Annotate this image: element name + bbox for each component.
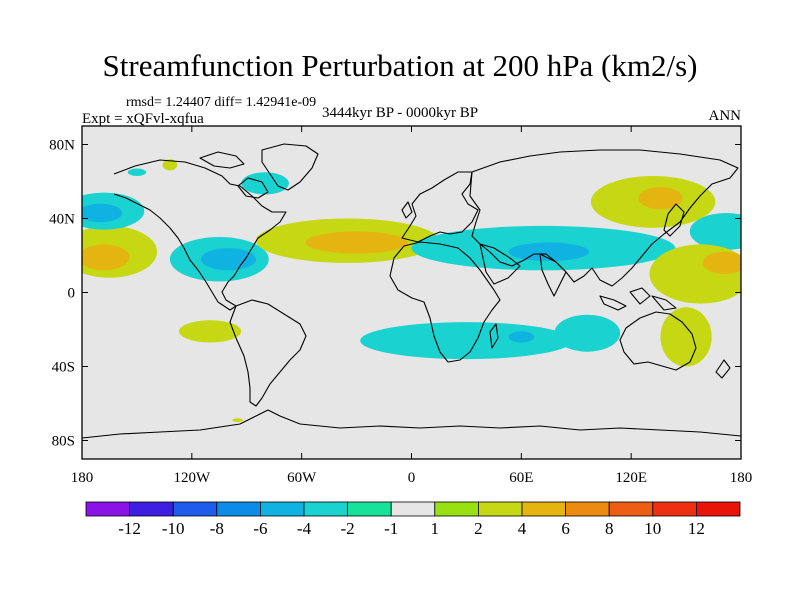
coastline-hudson-bay — [237, 177, 269, 199]
lat-tick-label: 40N — [49, 212, 75, 228]
legend-tick-label: 10 — [644, 519, 661, 538]
lon-tick-label: 60E — [509, 470, 533, 486]
negative-anomaly-region — [554, 314, 621, 352]
contour-fields — [82, 159, 741, 422]
experiment-label: Expt = xQFvl-xqfua — [82, 111, 204, 127]
legend-color-box — [652, 501, 697, 517]
coastline-british-isles — [401, 201, 413, 219]
positive-anomaly-region — [162, 159, 178, 171]
negative-anomaly-region — [508, 331, 535, 343]
positive-anomaly-region — [305, 231, 408, 254]
positive-anomaly-region — [232, 418, 244, 422]
lon-tick-label: 60W — [287, 470, 317, 486]
coastline-japan — [663, 203, 685, 237]
legend-color-box — [521, 501, 566, 517]
lon-tick-label: 180 — [71, 470, 94, 486]
lat-tick-label: 80N — [49, 138, 75, 154]
lon-tick-label: 180 — [730, 470, 753, 486]
positive-anomaly-region — [638, 187, 683, 210]
positive-anomaly-region — [660, 307, 712, 367]
legend-color-box — [129, 501, 174, 517]
negative-anomaly-region — [200, 248, 256, 271]
coastline-greenland — [261, 143, 319, 191]
coastline-antarctica — [82, 409, 741, 439]
legend-tick-label: 8 — [605, 519, 614, 538]
legend-tick-label: -12 — [118, 519, 141, 538]
axis-ticks: 180 120W 60W 0 60E 120E 180 80N 40N 0 40S 80S — [49, 126, 752, 486]
legend-color-box — [477, 501, 523, 517]
legend-tick-label: 6 — [561, 519, 570, 538]
coastline-arabia — [479, 243, 521, 285]
legend-color-box — [696, 501, 741, 517]
period-label: 3444kyr BP - 0000kyr BP — [322, 105, 479, 121]
coastline-madagascar — [489, 323, 499, 349]
negative-anomaly-region — [360, 322, 573, 360]
legend-color-box — [347, 501, 392, 517]
legend-color-box — [608, 501, 654, 517]
legend-tick-label: -2 — [341, 519, 355, 538]
legend-tick-label: -8 — [210, 519, 224, 538]
legend-tick-label: -6 — [253, 519, 267, 538]
legend-tick-label: -1 — [384, 519, 398, 538]
lon-tick-label: 0 — [408, 470, 416, 486]
positive-anomaly-region — [179, 320, 242, 343]
lon-tick-label: 120E — [615, 470, 647, 486]
coastline-europe — [401, 171, 479, 243]
coastline-arctic-islands — [199, 151, 245, 169]
legend-tick-label: 12 — [688, 519, 705, 538]
lat-tick-label: 40S — [52, 360, 75, 376]
legend-color-box — [434, 501, 479, 517]
legend-tick-label: -4 — [297, 519, 312, 538]
season-label: ANN — [708, 108, 742, 124]
legend-color-box — [216, 501, 261, 517]
legend-tick-label: 4 — [518, 519, 527, 538]
negative-anomaly-region — [241, 172, 289, 195]
legend-color-box — [85, 501, 130, 517]
coastline-asia — [469, 149, 739, 287]
positive-anomaly-region — [82, 244, 130, 271]
lon-tick-label: 120W — [173, 470, 211, 486]
coastline-indonesia — [599, 287, 677, 311]
negative-anomaly-region — [689, 212, 741, 250]
negative-anomaly-region — [82, 203, 123, 223]
legend-tick-label: 1 — [431, 519, 440, 538]
legend-tick-label: 2 — [474, 519, 483, 538]
coastline-new-zealand — [715, 359, 731, 379]
negative-anomaly-region — [127, 168, 147, 176]
coastline-africa — [389, 241, 501, 363]
coastline-india — [539, 253, 567, 297]
negative-anomaly-region — [508, 242, 590, 262]
lat-tick-label: 80S — [52, 434, 75, 450]
rmsd-stats: rmsd= 1.24407 diff= 1.42941e-09 — [126, 95, 317, 110]
lat-tick-label: 0 — [68, 286, 76, 302]
positive-anomaly-region — [702, 251, 741, 274]
legend-color-box — [565, 501, 610, 517]
legend-tick-label: -10 — [162, 519, 185, 538]
legend-color-box — [172, 501, 218, 517]
coastlines — [82, 143, 741, 439]
legend-color-box — [259, 501, 305, 517]
legend-color-box — [390, 501, 436, 517]
coastline-south-america — [229, 299, 307, 407]
coastline-north-america — [113, 159, 287, 311]
chart-title: Streamfunction Perturbation at 200 hPa (… — [102, 48, 698, 83]
coastline-australia — [619, 311, 697, 371]
legend-color-box — [303, 501, 348, 517]
